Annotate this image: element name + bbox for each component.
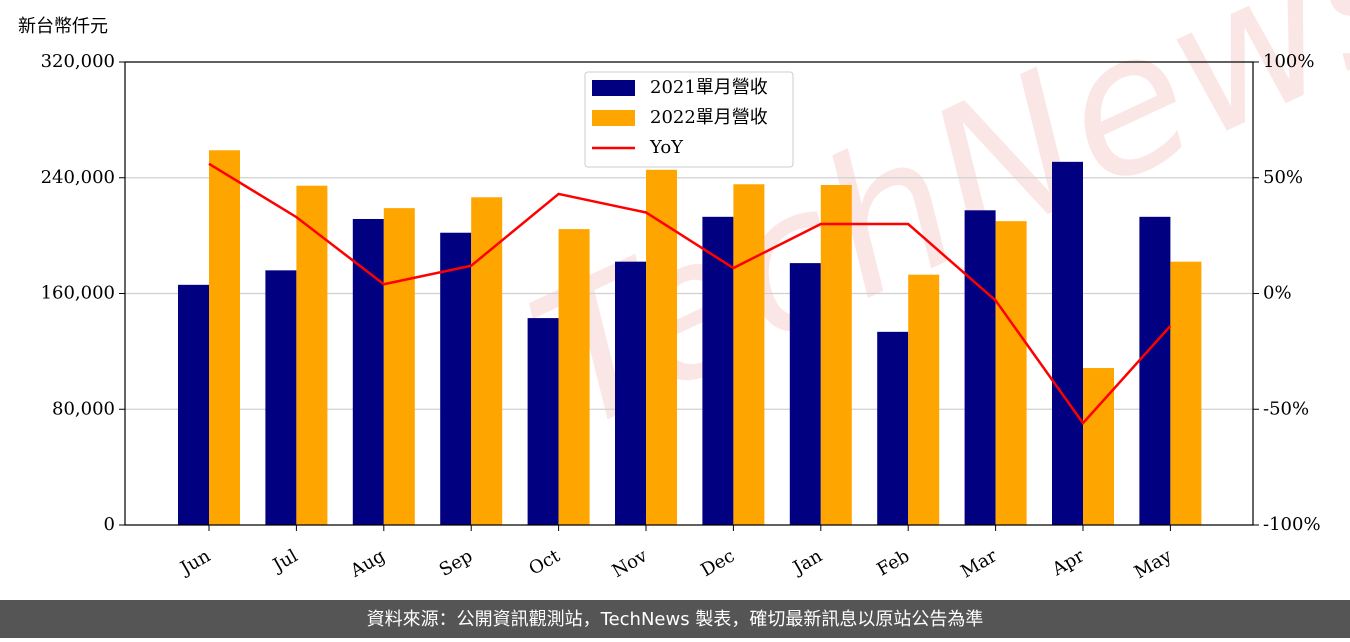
- legend-box: [584, 71, 794, 168]
- x-tick-label: Sep: [436, 545, 476, 580]
- y-tick-label: 0: [104, 514, 115, 535]
- bar: [471, 197, 503, 525]
- bar: [352, 218, 384, 525]
- y2-tick-label: -100%: [1263, 514, 1321, 535]
- x-tick-label: Dec: [697, 545, 738, 581]
- legend-swatch: [592, 110, 635, 126]
- bar: [383, 208, 415, 525]
- plot-frame: [124, 61, 1254, 526]
- x-tick-label: Feb: [874, 545, 914, 580]
- y-tick-label: 160,000: [41, 283, 115, 304]
- bar: [908, 274, 940, 525]
- bar: [209, 150, 240, 525]
- x-tick-label: Jan: [788, 545, 826, 579]
- bar: [527, 318, 559, 525]
- bar: [964, 210, 996, 525]
- bar: [733, 184, 765, 526]
- x-tick-label: Nov: [609, 545, 652, 582]
- bar: [558, 229, 590, 525]
- bar: [296, 185, 328, 525]
- bar: [1083, 368, 1114, 525]
- y-axis-label: 新台幣仟元: [18, 16, 108, 37]
- x-tick-label: Aug: [346, 545, 389, 582]
- y2-tick-label: 100%: [1263, 51, 1314, 72]
- legend: 2021單月營收 2022單月營收 YoY: [584, 71, 794, 168]
- bar: [995, 221, 1027, 525]
- x-tick-label: Jun: [175, 545, 214, 580]
- x-tick-label: Mar: [957, 545, 1001, 582]
- bar: [178, 284, 209, 525]
- bar: [820, 184, 852, 525]
- y-tick-label: 240,000: [41, 167, 115, 188]
- y2-tick-label: 0%: [1263, 283, 1292, 304]
- bar: [1170, 261, 1202, 525]
- line: [208, 162, 1172, 426]
- bar: [877, 331, 909, 525]
- footer-bar: [0, 600, 1350, 638]
- bar: [1052, 161, 1083, 525]
- bar: [789, 263, 821, 525]
- bar: [1139, 216, 1171, 526]
- x-tick-label: Jul: [268, 545, 302, 577]
- legend-label: 2021單月營收: [650, 77, 768, 98]
- y-tick-label: 320,000: [41, 51, 115, 72]
- y-tick-label: 80,000: [52, 398, 115, 419]
- y2-tick-label: 50%: [1263, 167, 1303, 188]
- bar: [265, 270, 297, 525]
- legend-label: YoY: [649, 137, 684, 158]
- bar: [440, 232, 472, 525]
- x-tick-label: Apr: [1048, 545, 1088, 580]
- x-tick-label: Oct: [525, 545, 564, 580]
- x-tick-label: May: [1131, 545, 1176, 583]
- bar: [615, 261, 646, 525]
- bar: [702, 216, 734, 526]
- legend-label: 2022單月營收: [650, 107, 768, 128]
- y2-tick-label: -50%: [1263, 398, 1309, 419]
- legend-swatch: [592, 80, 635, 96]
- footer: 資料來源：公開資訊觀測站，TechNews 製表，確切最新訊息以原站公告為準: [367, 609, 984, 630]
